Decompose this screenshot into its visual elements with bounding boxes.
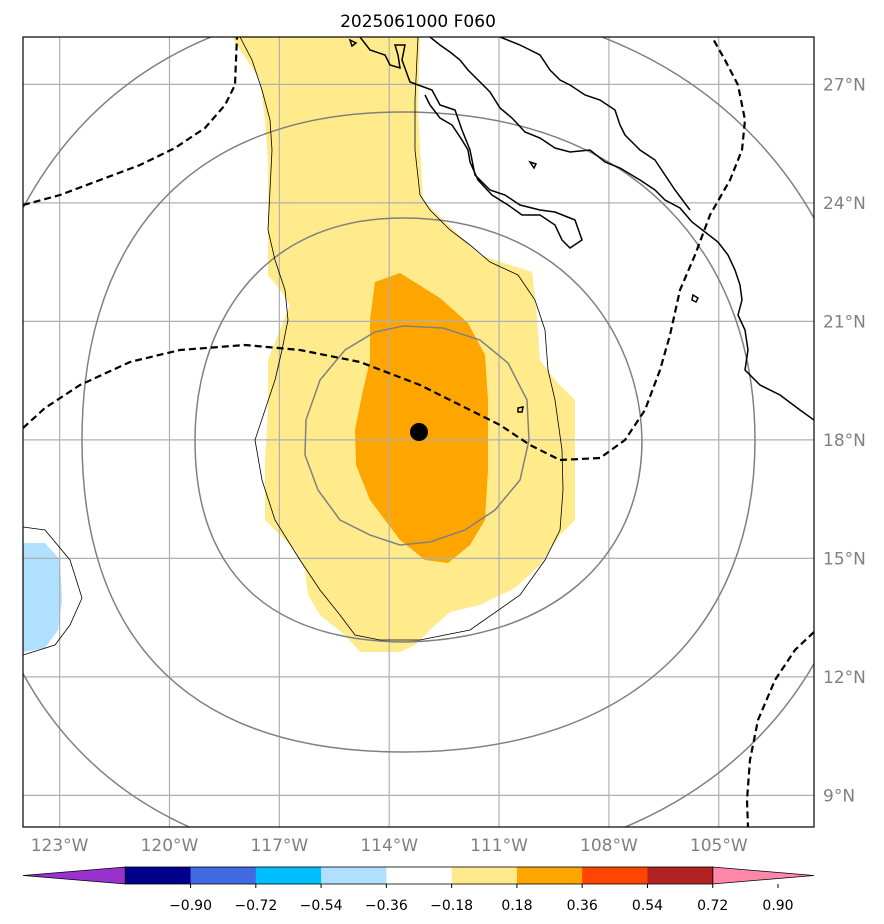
colorbar-tick-label: 0.54 (632, 898, 663, 914)
longitude-label: 105°W (690, 836, 748, 856)
latitude-label: 15°N (823, 549, 866, 569)
small-island (691, 293, 699, 304)
longitude-label: 123°W (31, 836, 89, 856)
northern-gulf-coast (499, 37, 691, 211)
mainland-mexico-coast (429, 37, 814, 421)
colorbar: −0.90 −0.72 −0.54 −0.36 −0.18 0.18 0.36 0.54 0.7… (22, 866, 815, 914)
colorbar-segment (516, 867, 583, 884)
map-title: 2025061000 F060 (340, 12, 496, 32)
colorbar-tick-label: −0.90 (169, 898, 212, 914)
negative-anomaly-light-blue-region (23, 543, 62, 652)
distance-rings (23, 37, 814, 827)
map-area (23, 37, 814, 827)
dashed-contour-north (23, 37, 239, 207)
colorbar-segment (582, 867, 648, 884)
colorbar-tick-label: −0.18 (430, 898, 473, 914)
latitude-label: 27°N (823, 75, 866, 95)
distance-ring-inner (304, 325, 530, 546)
colorbar-tick-label: 0.72 (697, 898, 728, 914)
colorbar-segment (255, 867, 322, 884)
colorbar-tick-label: 0.90 (762, 898, 793, 914)
thin-contour-west (23, 526, 83, 656)
positive-anomaly-orange-region (355, 273, 488, 563)
longitude-label: 108°W (580, 836, 638, 856)
colorbar-tick-label: −0.54 (300, 898, 343, 914)
dashed-contours (23, 37, 814, 827)
longitude-label: 117°W (250, 836, 308, 856)
latitude-labels: 27°N 24°N 21°N 18°N 15°N 12°N 9°N (823, 75, 866, 806)
small-island-2 (517, 406, 524, 413)
colorbar-tick-label: −0.72 (234, 898, 277, 914)
colorbar-extend-high (712, 866, 815, 885)
thin-contours (23, 37, 564, 656)
colorbar-tick-label: −0.36 (365, 898, 408, 914)
small-island-4 (348, 38, 358, 48)
dashed-contour-middle (23, 37, 747, 462)
coastlines (348, 37, 814, 421)
distance-ring-3 (81, 111, 756, 753)
colorbar-segment (190, 867, 257, 884)
latitude-label: 24°N (823, 194, 866, 214)
colorbar-segment (647, 867, 714, 884)
latitude-label: 18°N (823, 431, 866, 451)
longitude-labels: 123°W 120°W 117°W 114°W 111°W 108°W 105°W (31, 836, 748, 856)
colorbar-segment (125, 867, 192, 884)
colorbar-segment (451, 867, 518, 884)
dashed-contour-southeast (745, 631, 814, 827)
latitude-label: 12°N (823, 668, 866, 688)
latitude-label: 9°N (823, 786, 855, 806)
colorbar-segment (386, 867, 453, 884)
longitude-label: 120°W (141, 836, 199, 856)
colorbar-frame (124, 866, 714, 885)
storm-center-marker (410, 423, 428, 441)
baja-california-coast (359, 37, 583, 249)
longitude-label: 111°W (470, 836, 528, 856)
distance-ring-2 (194, 217, 643, 643)
longitude-label: 114°W (360, 836, 418, 856)
colorbar-extend-low (22, 866, 126, 885)
colorbar-segment (321, 867, 387, 884)
colorbar-tick-label: 0.36 (567, 898, 598, 914)
colorbar-tick-label: 0.18 (501, 898, 532, 914)
small-island-3 (528, 160, 538, 170)
latitude-label: 21°N (823, 312, 866, 332)
thin-contour-main (239, 37, 564, 641)
map-frame (22, 36, 815, 828)
